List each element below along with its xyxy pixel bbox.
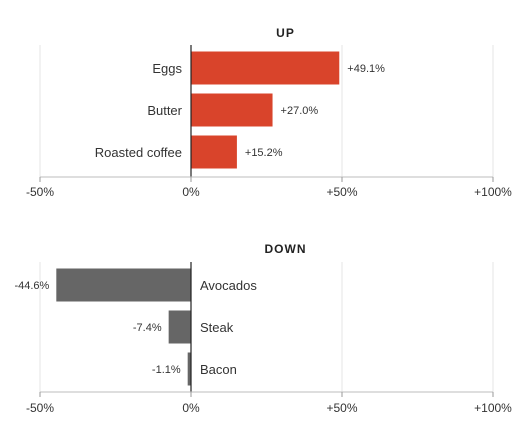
panel-0-bar-1: [191, 93, 273, 127]
panel-1-category-label-1: Steak: [200, 320, 234, 335]
panel-1-value-label-0: -44.6%: [14, 280, 49, 292]
panel-1-bar-1: [168, 310, 191, 344]
panel-0-tick-label-0: -50%: [26, 185, 54, 199]
panel-1-value-label-1: -7.4%: [133, 322, 162, 334]
panel-1-tick-label-1: 0%: [182, 401, 200, 415]
panel-0-tick-label-2: +50%: [326, 185, 357, 199]
panel-1-bar-0: [56, 268, 191, 302]
panel-0-category-label-2: Roasted coffee: [95, 145, 182, 160]
panel-0-tick-label-1: 0%: [182, 185, 200, 199]
panel-0-bar-2: [191, 135, 237, 169]
panel-0-value-label-1: +27.0%: [281, 105, 319, 117]
panel-1-category-label-2: Bacon: [200, 362, 237, 377]
panel-0-category-label-0: Eggs: [152, 61, 182, 76]
panel-1-value-label-2: -1.1%: [152, 364, 181, 376]
panel-0-bar-0: [191, 51, 340, 85]
panel-1-tick-label-3: +100%: [474, 401, 512, 415]
panel-0-category-label-1: Butter: [147, 103, 182, 118]
panel-0-value-label-0: +49.1%: [347, 63, 385, 75]
panel-1-bar-2: [187, 352, 191, 386]
panel-1-category-label-0: Avocados: [200, 278, 257, 293]
panel-0-title: UP: [276, 26, 295, 40]
panel-1-title: DOWN: [265, 242, 307, 256]
panel-0-tick-label-3: +100%: [474, 185, 512, 199]
panel-0-value-label-2: +15.2%: [245, 147, 283, 159]
panel-1-tick-label-0: -50%: [26, 401, 54, 415]
panel-1-tick-label-2: +50%: [326, 401, 357, 415]
